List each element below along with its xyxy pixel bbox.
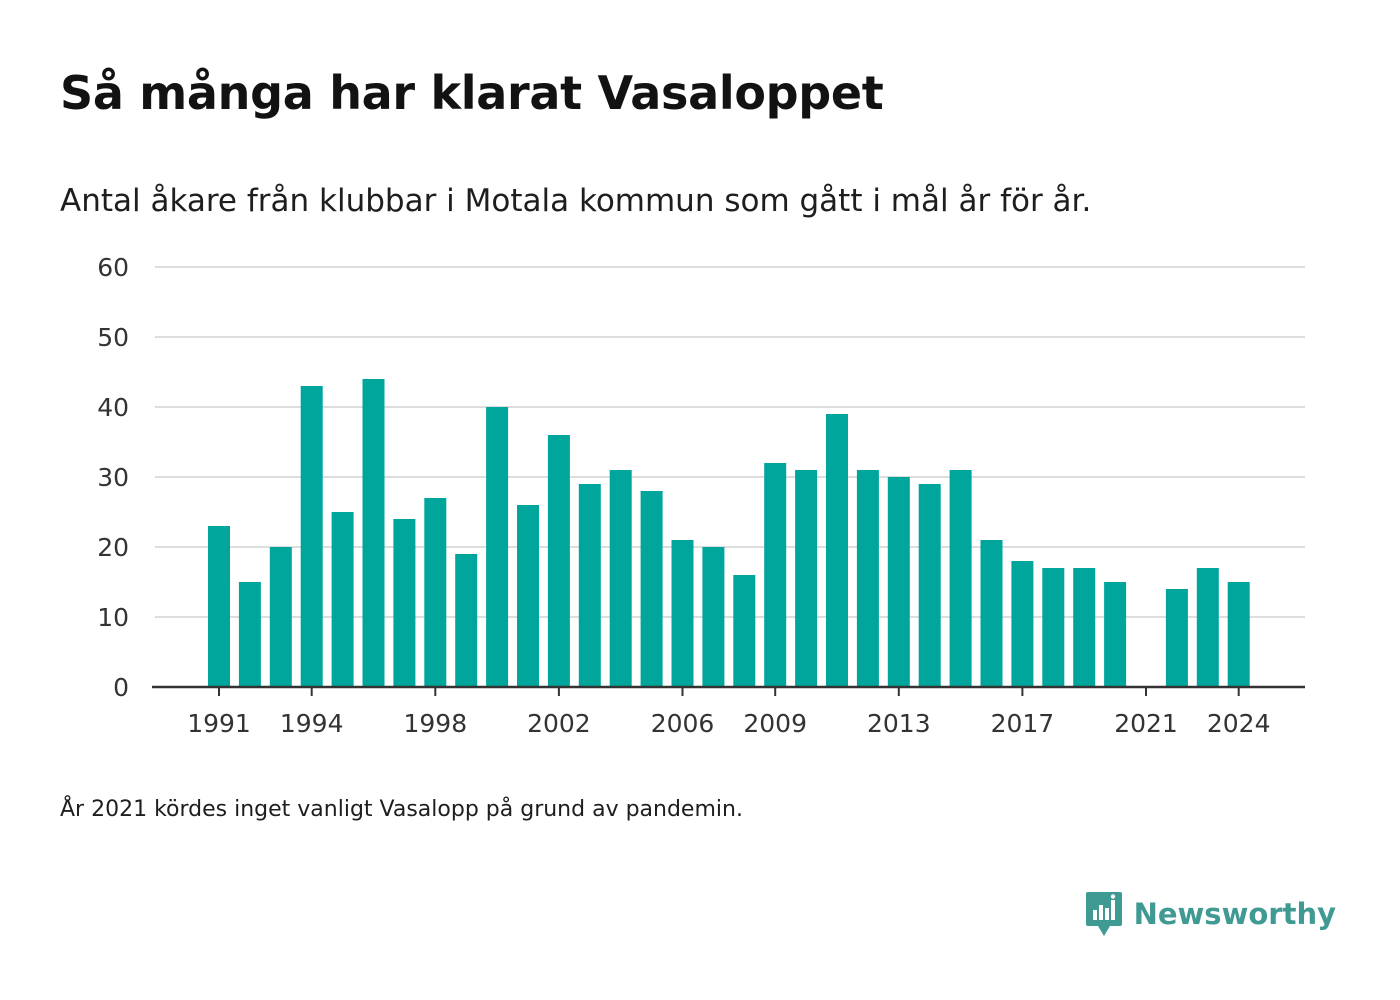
bar-2019 (1073, 568, 1096, 687)
x-tick-label: 1998 (403, 709, 467, 738)
y-tick-label: 30 (97, 463, 129, 492)
bar-2008 (733, 575, 756, 687)
y-tick-label: 40 (97, 393, 129, 422)
bar-2006 (671, 540, 694, 687)
bar-2004 (609, 470, 632, 687)
y-tick-label: 0 (113, 673, 129, 702)
y-tick-label: 20 (97, 533, 129, 562)
newsworthy-logo-icon (1085, 892, 1122, 936)
bar-1999 (455, 554, 478, 687)
bar-1997 (393, 519, 416, 687)
bar-2024 (1227, 582, 1250, 687)
bar-2009 (764, 463, 787, 687)
x-tick-label: 2017 (991, 709, 1055, 738)
bar-2001 (517, 505, 539, 687)
bar-2015 (949, 470, 972, 687)
y-tick-label: 50 (97, 323, 129, 352)
y-tick-label: 60 (97, 253, 129, 282)
bar-2012 (856, 470, 879, 687)
bar-2007 (702, 547, 725, 687)
bar-2011 (826, 414, 848, 687)
bar-2022 (1165, 589, 1188, 687)
bar-1994 (300, 386, 323, 687)
bar-2020 (1104, 582, 1127, 687)
x-tick-label: 1991 (187, 709, 251, 738)
bar-1995 (331, 512, 354, 687)
footnote: År 2021 kördes inget vanligt Vasalopp på… (60, 797, 743, 822)
bar-1996 (362, 379, 385, 687)
bar-2003 (578, 484, 601, 687)
x-tick-label: 2013 (867, 709, 931, 738)
grid-lines (155, 266, 1305, 618)
bar-2000 (486, 407, 509, 687)
bar-2013 (887, 477, 910, 687)
chart-subtitle: Antal åkare från klubbar i Motala kommun… (60, 183, 1092, 219)
bar-2014 (918, 484, 941, 687)
x-axis-ticks: 1991 1994 1998 2002 2006 2009 2013 2017 2021 2024 (187, 687, 1271, 738)
bar-1991 (208, 526, 230, 687)
x-tick-label: 2006 (651, 709, 715, 738)
brand-name: Newsworthy (1133, 897, 1336, 931)
x-tick-label: 2009 (743, 709, 807, 738)
y-axis-ticks: 0 10 20 30 40 50 60 (97, 253, 129, 702)
x-tick-label: 2002 (527, 709, 591, 738)
bar-2023 (1196, 568, 1219, 687)
y-tick-label: 10 (97, 603, 129, 632)
chart-title: Så många har klarat Vasaloppet (60, 66, 884, 120)
bar-1992 (238, 582, 261, 687)
bar-2016 (980, 540, 1003, 687)
bar-2010 (795, 470, 818, 687)
bar-chart: 0 10 20 30 40 50 60 1991 1994 1998 2002 2006 2009 20… (97, 253, 1305, 738)
bar-1993 (269, 547, 292, 687)
bar-1998 (424, 498, 447, 687)
bar-2017 (1011, 561, 1034, 687)
bar-2002 (547, 435, 570, 687)
brand-logo: Newsworthy (1084, 890, 1336, 938)
bars (208, 379, 1250, 687)
bar-2005 (640, 491, 663, 687)
x-tick-label: 2021 (1114, 709, 1178, 738)
x-tick-label: 1994 (280, 709, 344, 738)
bar-2018 (1042, 568, 1065, 687)
x-tick-label: 2024 (1207, 709, 1271, 738)
